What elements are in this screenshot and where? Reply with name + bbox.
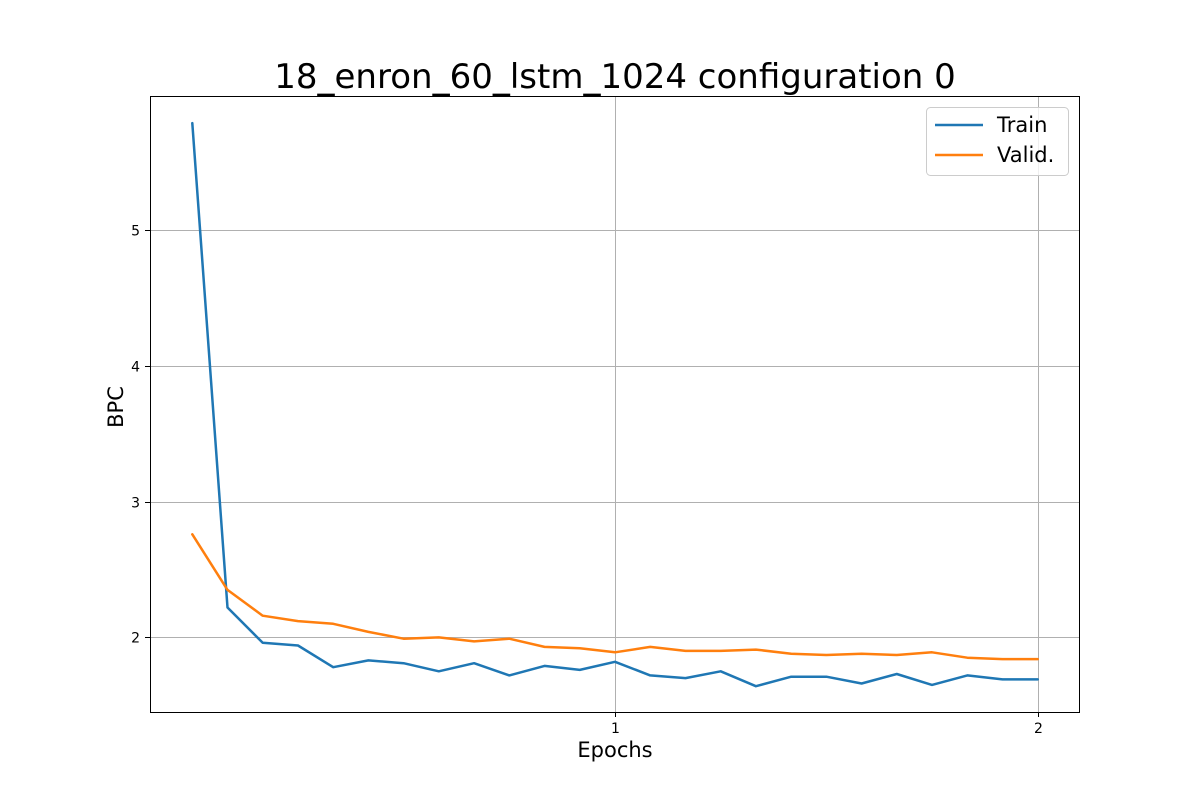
axis-ticks: 2 3 4 5 1 2 — [131, 224, 1043, 738]
x-axis-label: Epochs — [577, 738, 652, 762]
x-tick-label: 2 — [1034, 721, 1043, 737]
y-tick-label: 5 — [131, 224, 140, 240]
y-axis-label: BPC — [104, 386, 128, 428]
legend-label-valid: Valid. — [997, 143, 1054, 167]
legend-label-train: Train — [996, 113, 1047, 137]
y-tick-label: 4 — [131, 360, 140, 376]
series-line-valid — [191, 533, 1039, 661]
y-tick-label: 3 — [131, 496, 140, 512]
chart-title: 18_enron_60_lstm_1024 configuration 0 — [274, 57, 956, 97]
series-lines — [191, 121, 1039, 688]
x-tick-label: 1 — [611, 721, 620, 737]
grid-lines — [150, 96, 1080, 712]
y-tick-label: 2 — [131, 631, 140, 647]
legend: Train Valid. — [926, 107, 1069, 176]
series-line-train — [191, 121, 1039, 688]
